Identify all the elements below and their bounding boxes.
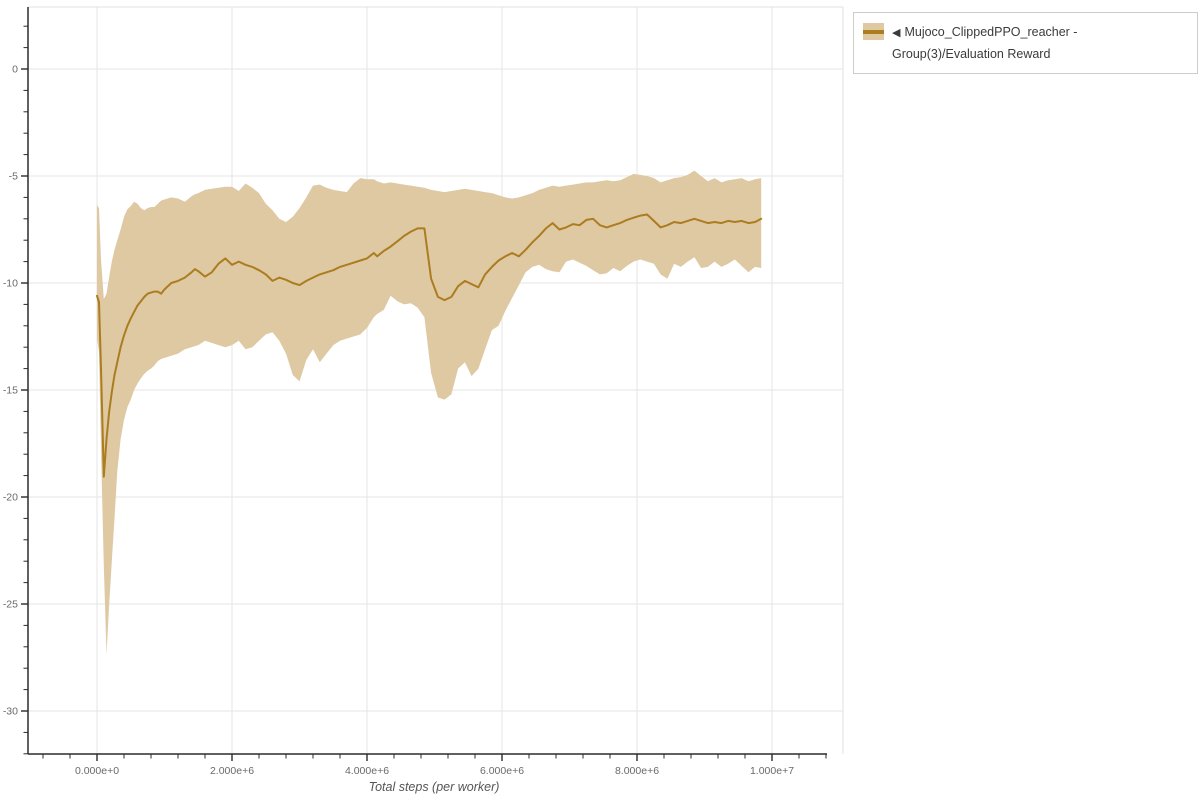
legend-label-wrap: ◀ Mujoco_ClippedPPO_reacher - Group(3)/Ev… xyxy=(892,22,1187,65)
x-tick-label: 8.000e+6 xyxy=(615,765,659,777)
x-axis-ticks xyxy=(42,754,827,761)
y-tick-labels: 0 -5 -10 -15 -20 -25 -30 xyxy=(3,64,18,718)
x-tick-label: 4.000e+6 xyxy=(345,765,389,777)
legend: ◀ Mujoco_ClippedPPO_reacher - Group(3)/Ev… xyxy=(853,12,1198,74)
legend-marker-icon: ◀ xyxy=(892,27,901,39)
y-tick-label: -30 xyxy=(3,706,18,718)
x-tick-label: 2.000e+6 xyxy=(210,765,254,777)
y-tick-label: -10 xyxy=(3,278,18,290)
legend-swatch-band-icon xyxy=(863,23,884,40)
y-tick-label: -15 xyxy=(3,385,18,397)
legend-label: Mujoco_ClippedPPO_reacher - Group(3)/Eva… xyxy=(892,25,1078,61)
x-gridlines xyxy=(96,7,773,754)
axes xyxy=(27,7,827,755)
x-tick-label: 6.000e+6 xyxy=(480,765,524,777)
x-tick-label: 1.000e+7 xyxy=(750,765,794,777)
plot-area[interactable] xyxy=(28,7,843,754)
x-tick-label: 0.000e+0 xyxy=(75,765,119,777)
y-tick-label: -5 xyxy=(9,171,18,183)
mean-line xyxy=(96,213,763,478)
y-tick-label: -20 xyxy=(3,492,18,504)
y-axis-ticks xyxy=(21,25,28,755)
x-axis-title: Total steps (per worker) xyxy=(368,780,500,794)
y-tick-label: 0 xyxy=(12,64,18,76)
legend-item[interactable]: ◀ Mujoco_ClippedPPO_reacher - Group(3)/Ev… xyxy=(863,22,1187,65)
x-tick-labels: 0.000e+0 2.000e+6 4.000e+6 6.000e+6 8.000e+6… xyxy=(75,765,794,777)
y-tick-label: -25 xyxy=(3,599,18,611)
confidence-band xyxy=(97,170,762,655)
plot-border xyxy=(28,6,844,754)
legend-swatch-line-icon xyxy=(863,29,884,34)
